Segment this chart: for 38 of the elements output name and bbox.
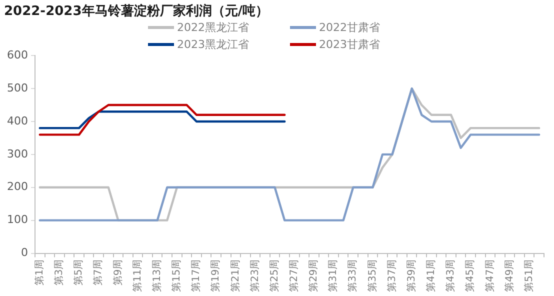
x-tick-label: 第45周	[464, 259, 476, 292]
y-tick-label: 0	[20, 246, 28, 260]
x-tick-label: 第5周	[72, 259, 85, 286]
legend-label: 2022甘肃省	[319, 20, 380, 35]
x-tick-label: 第13周	[150, 259, 163, 292]
x-tick-label: 第11周	[131, 259, 144, 292]
x-tick-label: 第41周	[425, 259, 438, 292]
x-tick-label: 第9周	[112, 259, 124, 286]
x-tick-label: 第15周	[170, 259, 183, 292]
x-tick-label: 第25周	[268, 259, 280, 292]
x-tick-label: 第17周	[190, 259, 202, 292]
x-tick-label: 第43周	[444, 259, 457, 292]
chart-title: 2022-2023年马铃薯淀粉厂家利润（元/吨）	[4, 3, 269, 20]
x-tick-label: 第39周	[405, 259, 418, 292]
x-tick-label: 第19周	[210, 259, 222, 292]
x-tick-label: 第47周	[484, 259, 496, 292]
x-tick-label: 第1周	[33, 259, 46, 286]
x-tick-label: 第23周	[248, 259, 261, 292]
y-tick-label: 200	[6, 180, 28, 194]
legend-label: 2023黑龙江省	[177, 37, 249, 52]
y-tick-label: 500	[6, 81, 28, 94]
x-tick-label: 第29周	[308, 259, 320, 292]
x-tick-label: 第31周	[327, 259, 340, 292]
x-tick-label: 第35周	[366, 259, 378, 292]
x-tick-label: 第49周	[503, 259, 516, 292]
x-tick-label: 第21周	[229, 259, 242, 292]
x-tick-label: 第37周	[386, 259, 398, 292]
legend-label: 2022黑龙江省	[177, 20, 249, 35]
x-tick-label: 第27周	[288, 259, 300, 292]
y-tick-label: 600	[6, 48, 28, 62]
y-tick-label: 400	[6, 114, 28, 128]
x-tick-label: 第7周	[92, 259, 104, 286]
x-tick-label: 第33周	[346, 259, 359, 292]
y-tick-label: 300	[6, 147, 28, 160]
y-tick-label: 100	[6, 213, 28, 226]
legend-label: 2023甘肃省	[319, 37, 380, 52]
x-tick-label: 第3周	[53, 259, 66, 286]
x-tick-label: 第51周	[522, 259, 535, 292]
